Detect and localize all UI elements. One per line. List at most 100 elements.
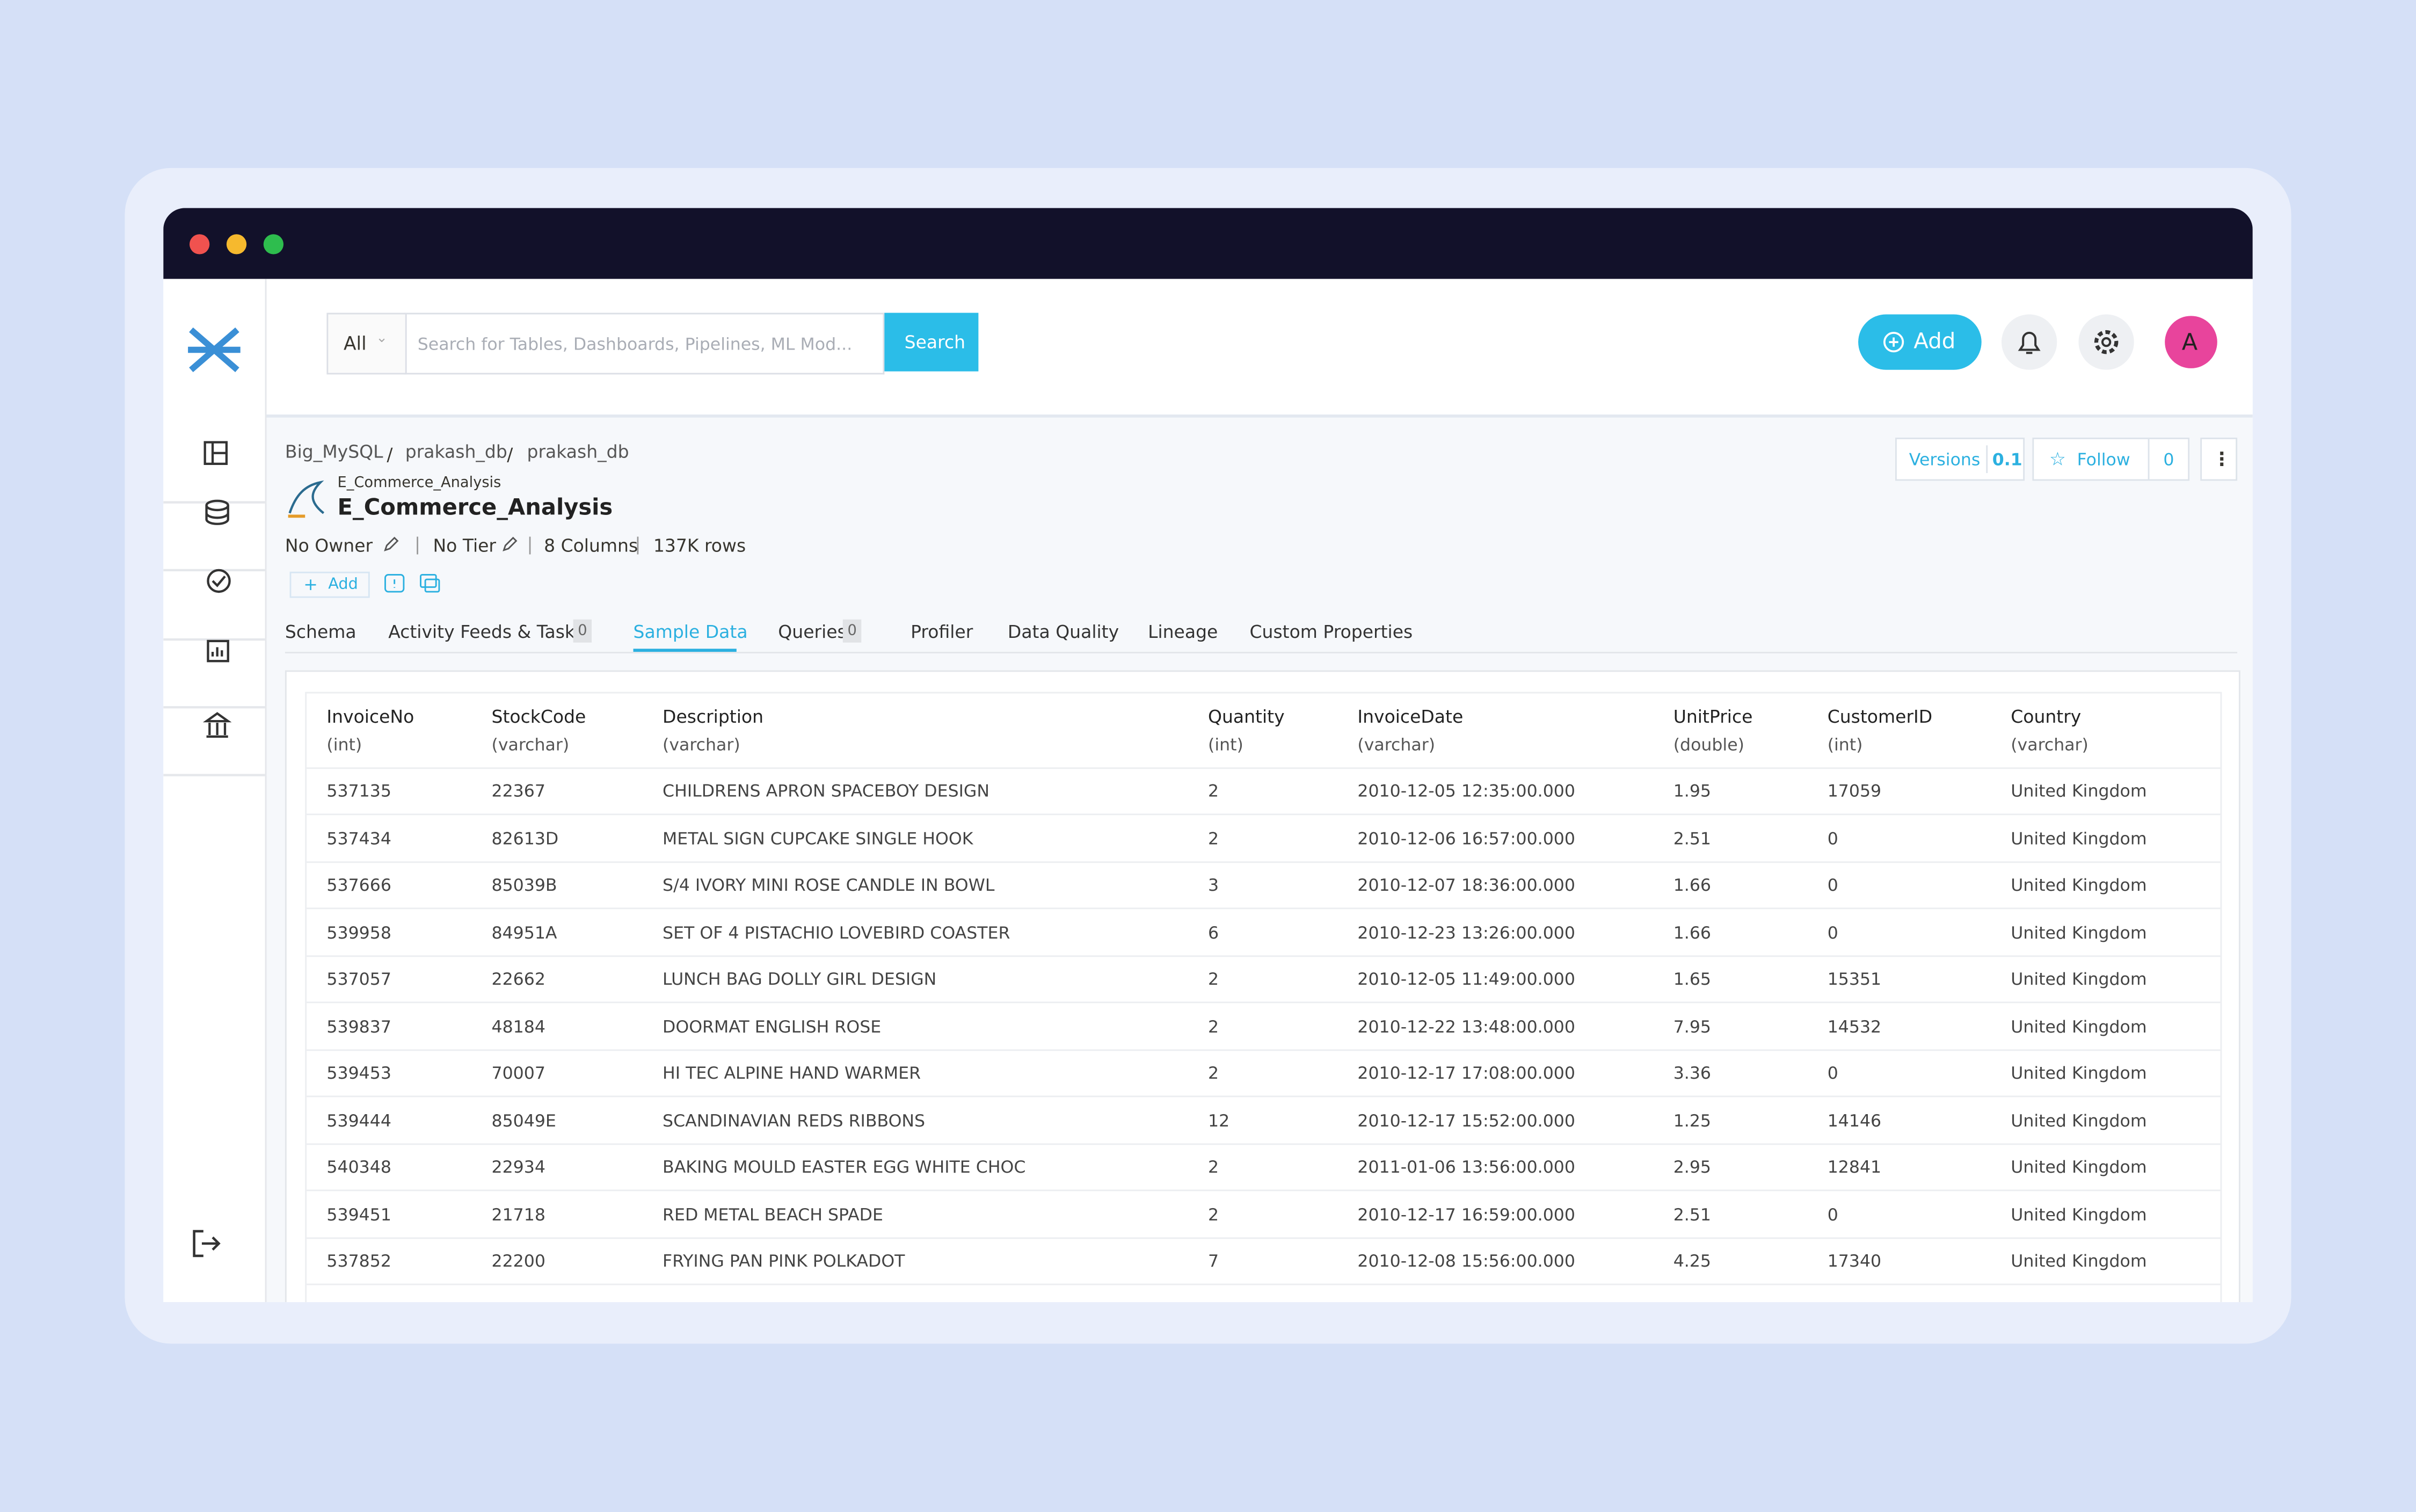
table-cell: 537057	[326, 969, 391, 990]
table-cell: United Kingdom	[2011, 1016, 2147, 1037]
table-cell: United Kingdom	[2011, 1157, 2147, 1177]
logo	[188, 327, 241, 373]
table-cell: 0	[1827, 922, 1838, 942]
table-cell: 22662	[491, 969, 545, 990]
table-cell: 15351	[1827, 969, 1882, 990]
column-type: (int)	[326, 735, 362, 755]
separator: |	[635, 533, 641, 555]
table-header: InvoiceNo (int) StockCode (varchar) Descript…	[307, 693, 2221, 769]
request-icon[interactable]	[384, 573, 405, 595]
notifications-button[interactable]	[2002, 314, 2057, 370]
conversation-icon[interactable]	[419, 573, 441, 595]
column-name: UnitPrice	[1673, 706, 1753, 728]
tab-bar: Schema Activity Feeds & Tasks 0 Sample Data…	[285, 606, 2238, 653]
versions-label: Versions	[1909, 450, 1981, 470]
table-cell: United Kingdom	[2011, 1110, 2147, 1131]
entity-name: E_Commerce_Analysis	[337, 496, 613, 521]
column-type: (int)	[1827, 735, 1863, 755]
table-cell: 0	[1827, 1204, 1838, 1225]
table-cell: S/4 IVORY MINI ROSE CANDLE IN BOWL	[663, 875, 995, 896]
add-tag-button[interactable]: + Add	[289, 571, 370, 598]
table-cell: 537852	[326, 1251, 391, 1271]
table-cell: 7	[1208, 1251, 1219, 1271]
tier: No Tier	[433, 534, 497, 557]
table-cell: 537434	[326, 828, 391, 848]
table-cell: 2.95	[1673, 1157, 1712, 1177]
tab-label: Profiler	[911, 621, 973, 643]
column-type: (varchar)	[1357, 735, 1436, 755]
follow-label: Follow	[2077, 450, 2130, 470]
table-cell: METAL SIGN CUPCAKE SINGLE HOOK	[663, 828, 973, 848]
table-cell: 22367	[491, 781, 545, 802]
table-cell: United Kingdom	[2011, 922, 2147, 942]
table-cell: 539837	[326, 1016, 391, 1037]
breadcrumb-link[interactable]: Big_MySQL	[285, 440, 383, 462]
avatar[interactable]: A	[2165, 316, 2217, 368]
mysql-logo	[288, 480, 325, 518]
breadcrumb-link[interactable]: prakash_db	[527, 440, 629, 462]
table-cell: 48184	[491, 1016, 545, 1037]
table-cell: United Kingdom	[2011, 969, 2147, 990]
star-icon: ☆	[2049, 448, 2066, 470]
table-cell: 2.51	[1673, 1204, 1712, 1225]
settings-button[interactable]	[2078, 314, 2134, 370]
versions-button[interactable]: Versions 0.1	[1895, 438, 2025, 481]
table-cell: 2.51	[1673, 828, 1712, 848]
table-cell: 2	[1208, 1063, 1219, 1084]
search-button[interactable]: Search	[884, 312, 979, 372]
table-cell: United Kingdom	[2011, 1063, 2147, 1084]
more-button[interactable]: ⋮	[2200, 438, 2238, 481]
table-cell: 12841	[1827, 1157, 1882, 1177]
table-cell: 1.25	[1673, 1110, 1712, 1131]
tab-label: Lineage	[1148, 621, 1218, 643]
table-cell: SET OF 4 PISTACHIO LOVEBIRD COASTER	[663, 922, 1010, 942]
table-cell: 539958	[326, 922, 391, 942]
add-label: Add	[1913, 330, 1956, 355]
top-bar: All ⌄ Search for Tables, Dashboards, Pip…	[266, 279, 2253, 418]
table-cell: 1.65	[1673, 969, 1712, 990]
tab-label: Custom Properties	[1249, 621, 1413, 643]
table-cell: United Kingdom	[2011, 781, 2147, 802]
plus: +	[303, 575, 318, 595]
table-cell: 2010-12-05 11:49:00.000	[1357, 969, 1575, 990]
logout-icon[interactable]	[190, 1226, 223, 1260]
table-cell: 85039B	[491, 875, 557, 896]
search-scope[interactable]: All ⌄	[326, 312, 407, 375]
table-cell: FRYING PAN PINK POLKADOT	[663, 1251, 905, 1271]
table-cell: United Kingdom	[2011, 1251, 2147, 1271]
version-number: 0.1	[1992, 450, 2022, 470]
table-cell: 0	[1827, 1063, 1838, 1084]
more-icon: ⋮	[2213, 448, 2231, 470]
follow-button[interactable]: ☆ Follow 0	[2032, 438, 2190, 481]
tab-count-label: 0	[847, 622, 857, 640]
tab-label: Schema	[285, 621, 356, 643]
nav-icons[interactable]	[163, 425, 265, 795]
table-cell: 2010-12-06 16:57:00.000	[1357, 828, 1575, 848]
table-cell: 21718	[491, 1204, 545, 1225]
search-input[interactable]: Search for Tables, Dashboards, Pipelines…	[403, 312, 885, 375]
table-cell: 3	[1208, 875, 1219, 896]
table-cell: 539444	[326, 1110, 391, 1131]
add-button[interactable]: Add	[1858, 314, 1982, 370]
table-cell: DOORMAT ENGLISH ROSE	[663, 1016, 882, 1037]
breadcrumb-link[interactable]: prakash_db	[405, 440, 507, 462]
table-cell: 70007	[491, 1063, 545, 1084]
column-name: Country	[2011, 706, 2082, 728]
table-cell: 2	[1208, 828, 1219, 848]
edit-tier-icon[interactable]	[501, 535, 519, 553]
table-cell: 539453	[326, 1063, 391, 1084]
tab-label: Sample Data	[633, 621, 748, 643]
search-button-label: Search	[904, 331, 966, 353]
table-cell: 22200	[491, 1251, 545, 1271]
follower-count: 0	[2163, 450, 2174, 470]
table-cell: 537135	[326, 781, 391, 802]
table-cell: 2	[1208, 1016, 1219, 1037]
close-dot	[189, 234, 210, 255]
table-cell: LUNCH BAG DOLLY GIRL DESIGN	[663, 969, 937, 990]
table-cell: 0	[1827, 875, 1838, 896]
column-name: CustomerID	[1827, 706, 1933, 728]
table-cell: 84951A	[491, 922, 557, 942]
edit-owner-icon[interactable]	[382, 535, 401, 553]
table-cell: 2010-12-17 15:52:00.000	[1357, 1110, 1575, 1131]
